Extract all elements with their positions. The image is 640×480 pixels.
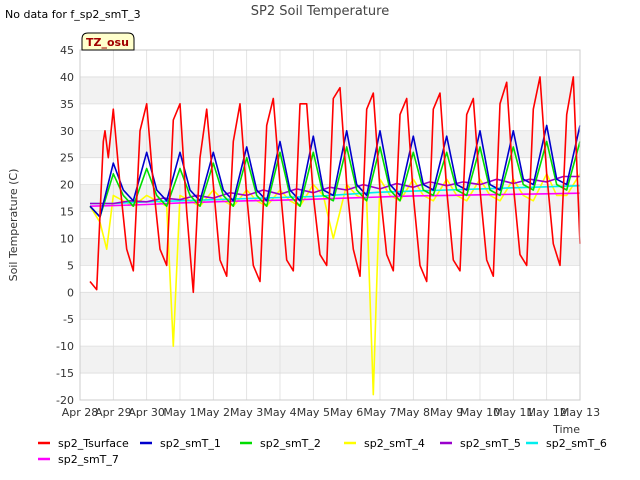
legend-entry: sp2_smT_7 (58, 453, 119, 466)
x-tick-label: May 7 (363, 406, 396, 419)
plot-frame (79, 49, 581, 401)
y-tick-label: 25 (60, 152, 74, 165)
x-tick-label: Apr 29 (95, 406, 132, 419)
x-tick-label: May 6 (330, 406, 363, 419)
x-tick-label: May 8 (397, 406, 430, 419)
legend-entry: sp2_smT_2 (260, 437, 321, 450)
y-tick-label: 0 (67, 286, 74, 299)
y-axis-label: Soil Temperature (C) (7, 169, 20, 282)
plot-band (80, 346, 580, 374)
y-tick-label: 35 (60, 98, 74, 111)
y-tick-label: 30 (60, 125, 74, 138)
legend: sp2_Tsurface sp2_smT_1 sp2_smT_2 sp2_smT_4 s… (38, 437, 607, 466)
x-tick-label: Apr 30 (128, 406, 165, 419)
y-tick-label: 40 (60, 71, 74, 84)
plot-band (80, 50, 580, 77)
plot-band (80, 373, 580, 400)
plot-band (80, 130, 580, 158)
no-data-note: No data for f_sp2_smT_3 (5, 8, 141, 21)
legend-entry: sp2_Tsurface (58, 437, 129, 450)
x-tick-label: May 4 (263, 406, 296, 419)
x-tick-label: May 1 (163, 406, 196, 419)
x-axis-label: Time (552, 423, 580, 436)
plot-background (80, 50, 580, 400)
x-tick-label: May 11 (493, 406, 533, 419)
y-tick-label: 5 (67, 259, 74, 272)
plot-band (80, 76, 580, 104)
x-tick-label: May 2 (197, 406, 230, 419)
chart-title: SP2 Soil Temperature (251, 4, 389, 19)
tz-label: TZ_osu (86, 36, 129, 49)
legend-entry: sp2_smT_4 (364, 437, 425, 450)
y-tick-label: 10 (60, 232, 74, 245)
y-tick-label: -15 (56, 367, 74, 380)
plot-band (80, 103, 580, 131)
series-line-sp2-smT-5 (90, 175, 580, 205)
legend-entry: sp2_smT_1 (160, 437, 221, 450)
legend-entry: sp2_smT_6 (546, 437, 607, 450)
series-line-sp2-Tsurface (89, 76, 581, 294)
plot-band (80, 238, 580, 266)
x-tick-label: May 3 (230, 406, 263, 419)
y-tick-label: -5 (63, 313, 74, 326)
x-tick-label: Apr 28 (62, 406, 99, 419)
x-tick-label: May 9 (430, 406, 463, 419)
y-tick-label: 15 (60, 206, 74, 219)
y-tick-label: -10 (56, 340, 74, 353)
legend-entry: sp2_smT_5 (460, 437, 521, 450)
y-tick-label: -20 (56, 394, 74, 407)
plot-band (80, 292, 580, 320)
x-tick-label: May 5 (297, 406, 330, 419)
tz-badge: TZ_osu (81, 32, 135, 51)
plot-band (80, 319, 580, 347)
plot-band (80, 265, 580, 293)
y-tick-label: 45 (60, 44, 74, 57)
y-axis-ticks: -20 -15 -10 -5 0 5 10 15 20 25 30 35 40 45 (56, 44, 74, 407)
y-tick-label: 20 (60, 179, 74, 192)
series-lines (89, 76, 581, 396)
x-tick-label: May 12 (527, 406, 567, 419)
x-tick-label: May 10 (460, 406, 500, 419)
x-tick-label: May 13 (560, 406, 600, 419)
